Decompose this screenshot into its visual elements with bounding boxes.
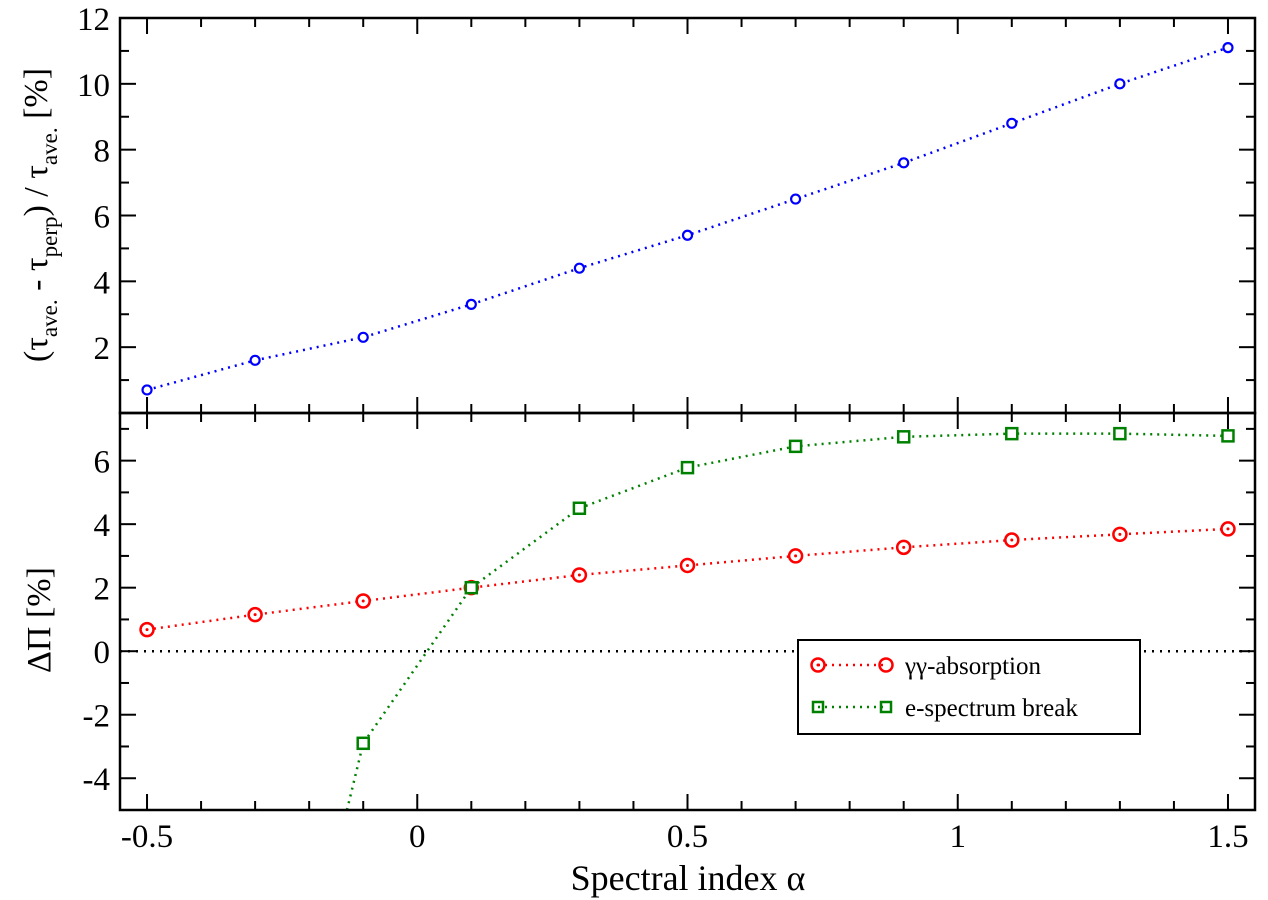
bottom-point-square xyxy=(1113,426,1127,441)
x-tick-label: 0.5 xyxy=(667,819,708,855)
legend-gamma-label: γγ-absorption xyxy=(904,653,1041,680)
top-series-line-0 xyxy=(146,46,1229,392)
top-point-circle xyxy=(789,193,802,205)
legend-entry-gamma: γγ-absorption xyxy=(810,653,1041,680)
bottom-point-square xyxy=(572,501,587,516)
y-tick-label: 4 xyxy=(94,508,111,544)
bottom-point-square xyxy=(356,736,370,751)
legend-box xyxy=(797,639,1141,735)
top-ylabel-sub2: perp xyxy=(37,217,62,258)
top-point-circle xyxy=(249,354,261,366)
top-point-circle xyxy=(898,157,910,169)
top-ylabel-close: ) / τ xyxy=(18,165,55,216)
y-tick-label: 2 xyxy=(94,572,111,608)
bottom-point-dot xyxy=(253,613,257,617)
bottom-point-dot xyxy=(1226,527,1230,531)
x-tick-label: 0 xyxy=(409,819,426,855)
bottom-point-dot xyxy=(577,573,581,577)
top-point-circle xyxy=(1114,78,1126,90)
x-axis-label: Spectral index α xyxy=(571,858,806,898)
bottom-point-square xyxy=(680,460,695,475)
y-tick-label: 6 xyxy=(94,200,111,236)
top-ylabel: (τave. - τperp) / τave. [%] xyxy=(18,68,62,362)
legend: γγ-absorption e-spectrum break xyxy=(797,639,1141,735)
bottom-point-dot xyxy=(145,628,149,632)
top-point-circle xyxy=(465,298,477,310)
legend-espectrum-marker-right xyxy=(879,700,893,714)
x-tick-label: -0.5 xyxy=(121,819,173,855)
x-tick-label: 1.5 xyxy=(1207,819,1248,855)
top-point-circle xyxy=(357,331,369,343)
bottom-point-dot xyxy=(361,599,365,603)
legend-gamma-marker-dot xyxy=(816,663,820,667)
legend-espectrum-marker-left xyxy=(811,700,825,714)
x-tick-label: 1 xyxy=(949,819,966,855)
top-ylabel-sub1: ave. xyxy=(37,299,62,337)
plot-layer: 2 4 6 8 10 12 -0.5 0 0.5 1 1.5 -4 -2 0 2 4 6 xyxy=(77,2,1257,855)
top-ylabel-end: [%] xyxy=(18,68,55,127)
legend-gamma-marker-right xyxy=(878,657,894,673)
bottom-point-square xyxy=(1005,426,1019,441)
legend-espectrum-label: e-spectrum break xyxy=(905,695,1078,722)
top-point-circle xyxy=(141,384,153,396)
bottom-point-dot xyxy=(1010,538,1014,542)
top-point-circle xyxy=(573,262,586,274)
y-tick-label: 4 xyxy=(94,265,111,301)
top-point-circle xyxy=(1222,42,1234,54)
y-tick-label: 0 xyxy=(94,635,111,671)
top-point-circle xyxy=(1006,117,1018,129)
legend-entry-espectrum: e-spectrum break xyxy=(811,695,1078,722)
y-tick-label: -4 xyxy=(83,762,111,798)
y-tick-label: 12 xyxy=(77,2,110,38)
top-point-circle xyxy=(681,229,694,241)
y-tick-label: -2 xyxy=(83,699,111,735)
top-ylabel-open: (τ xyxy=(18,337,55,362)
top-ylabel-sub3: ave. xyxy=(37,127,62,165)
bottom-point-dot xyxy=(902,545,906,549)
legend-gamma-marker-left xyxy=(810,657,826,673)
bottom-point-square xyxy=(464,580,479,595)
bottom-point-dot xyxy=(794,554,798,558)
bottom-ylabel: ΔΠ [%] xyxy=(21,567,58,673)
bottom-point-dot xyxy=(1118,532,1122,536)
bottom-series-line-1 xyxy=(345,432,1229,810)
bottom-panel-frame xyxy=(118,411,1257,812)
bottom-point-square xyxy=(788,439,803,454)
y-tick-label: 10 xyxy=(77,68,110,104)
bottom-point-square xyxy=(896,430,911,444)
bottom-point-square xyxy=(1221,429,1235,443)
y-tick-label: 6 xyxy=(94,445,111,481)
y-tick-label: 8 xyxy=(94,134,111,170)
bottom-point-dot xyxy=(686,563,689,567)
y-tick-label: 2 xyxy=(94,331,111,367)
top-ylabel-mid: - τ xyxy=(18,257,55,299)
bottom-series-line-0 xyxy=(146,527,1229,631)
